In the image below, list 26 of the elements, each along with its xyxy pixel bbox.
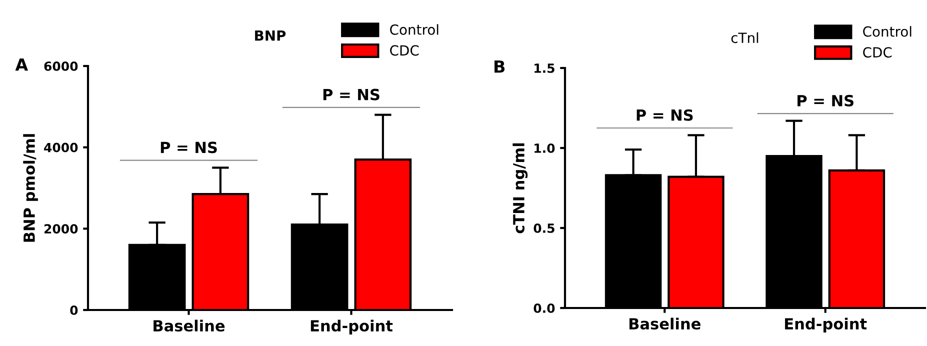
y-tick-label: 2000 bbox=[44, 224, 78, 234]
x-tick-label: Baseline bbox=[629, 318, 700, 330]
x-tick-label: End-point bbox=[310, 320, 393, 335]
y-tick-label: 6000 bbox=[44, 61, 78, 71]
x-tick-label: End-point bbox=[785, 318, 867, 333]
annotation: P = NS bbox=[636, 109, 693, 121]
annotation: P = NS bbox=[323, 88, 380, 100]
text: A bbox=[15, 58, 28, 71]
y-tick-label: 1.0 bbox=[534, 143, 555, 153]
annotation: P = NS bbox=[160, 142, 217, 154]
text: B bbox=[494, 60, 505, 73]
legend-label: CDC bbox=[863, 47, 892, 58]
chart-title: BNP bbox=[255, 30, 286, 41]
y-tick-label: 1.5 bbox=[534, 64, 554, 73]
x-tick-label: Baseline bbox=[154, 320, 225, 332]
legend-label: Control bbox=[863, 26, 912, 37]
y-axis-title: cTNI ng/ml bbox=[512, 143, 528, 234]
legend-label: Control bbox=[390, 24, 438, 35]
y-tick-label: 0.5 bbox=[534, 223, 554, 233]
y-axis-title: BNP pmol/ml bbox=[23, 134, 38, 242]
y-tick-label: 0 bbox=[70, 305, 78, 315]
legend-label: CDC bbox=[390, 45, 419, 56]
y-tick-label: 4000 bbox=[44, 142, 78, 152]
y-tick-label: 0.0 bbox=[534, 303, 555, 313]
annotation: P = NS bbox=[798, 94, 854, 106]
chart-title: cTnl bbox=[731, 32, 758, 44]
